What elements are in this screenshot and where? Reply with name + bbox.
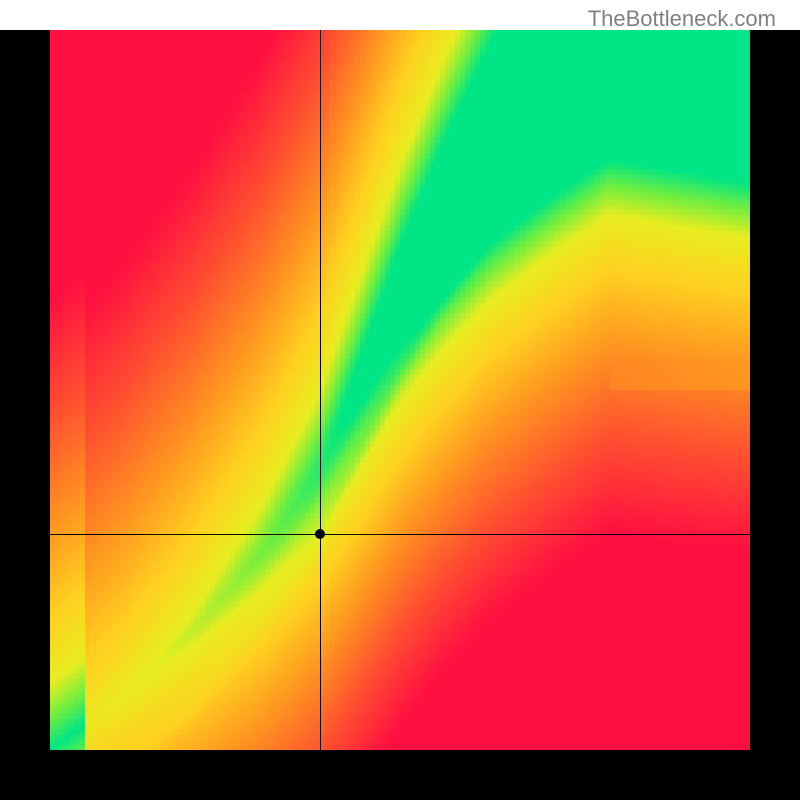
heatmap-canvas <box>50 30 750 750</box>
crosshair-vertical <box>320 30 321 750</box>
crosshair-horizontal <box>50 534 750 535</box>
crosshair-dot <box>315 529 325 539</box>
watermark-text: TheBottleneck.com <box>588 6 776 32</box>
chart-outer-frame <box>0 30 800 800</box>
heatmap-plot-area <box>50 30 750 750</box>
